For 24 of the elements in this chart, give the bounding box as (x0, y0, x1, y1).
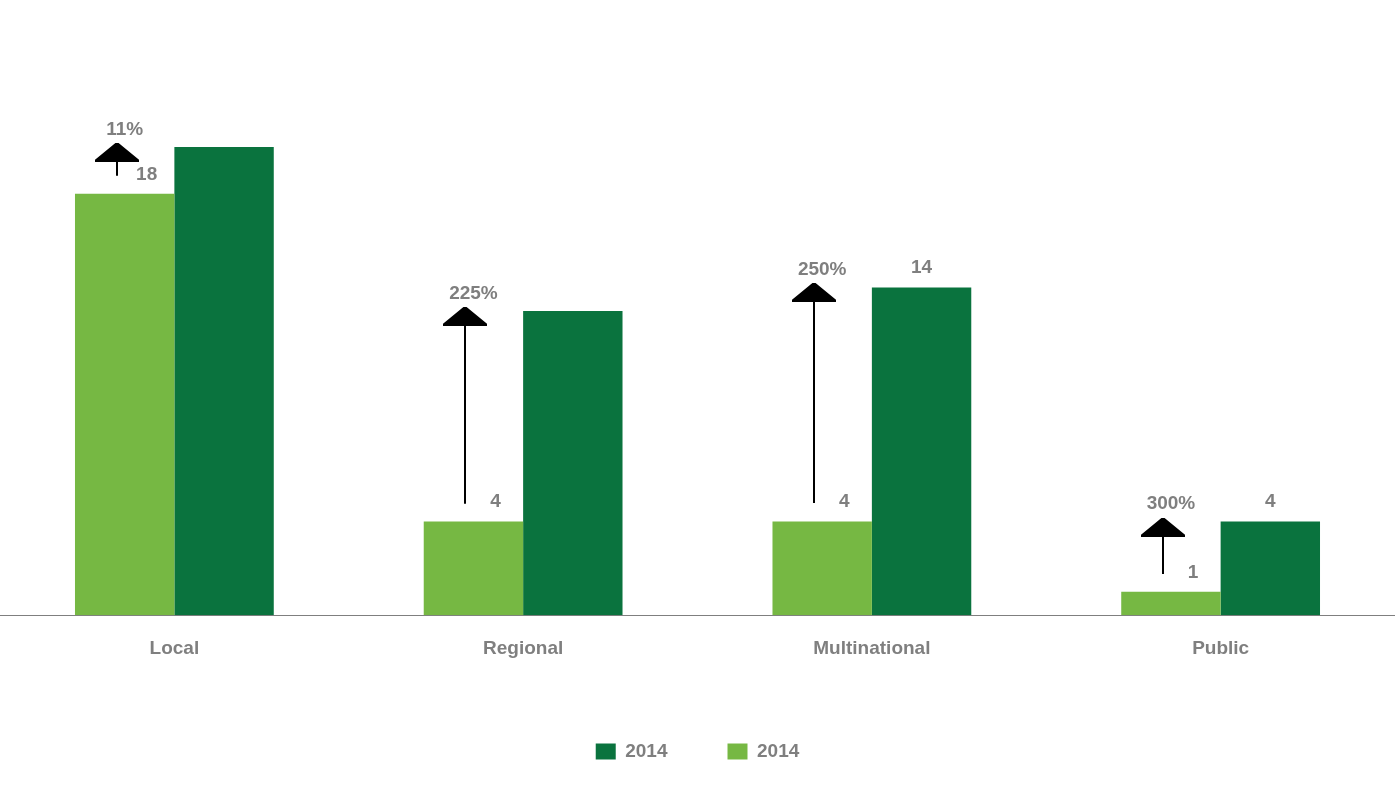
x-tick-label: Public (1192, 636, 1250, 658)
data-label: 4 (838, 490, 850, 512)
x-tick-label: Regional (483, 636, 564, 658)
bar (423, 521, 524, 616)
legend-label: 2014 (625, 739, 668, 761)
data-label: 18 (136, 162, 158, 184)
legend-label: 2014 (757, 739, 800, 761)
bar (1220, 521, 1321, 616)
x-tick-label: Local (149, 636, 200, 658)
data-label: 14 (911, 256, 933, 278)
bar (1121, 591, 1221, 616)
annotation: 300% (1146, 492, 1196, 514)
annotation: 250% (797, 258, 847, 280)
bar (871, 287, 972, 616)
bar (74, 193, 175, 616)
bar (523, 310, 623, 616)
data-label: 4 (1265, 490, 1277, 512)
annotation: 225% (449, 281, 498, 303)
text: 11% (106, 117, 144, 139)
bar (174, 147, 274, 616)
data-label: 1 (1187, 560, 1199, 582)
x-tick-label: Multinational (813, 636, 931, 658)
bar (772, 521, 872, 616)
data-label: 4 (490, 490, 502, 512)
